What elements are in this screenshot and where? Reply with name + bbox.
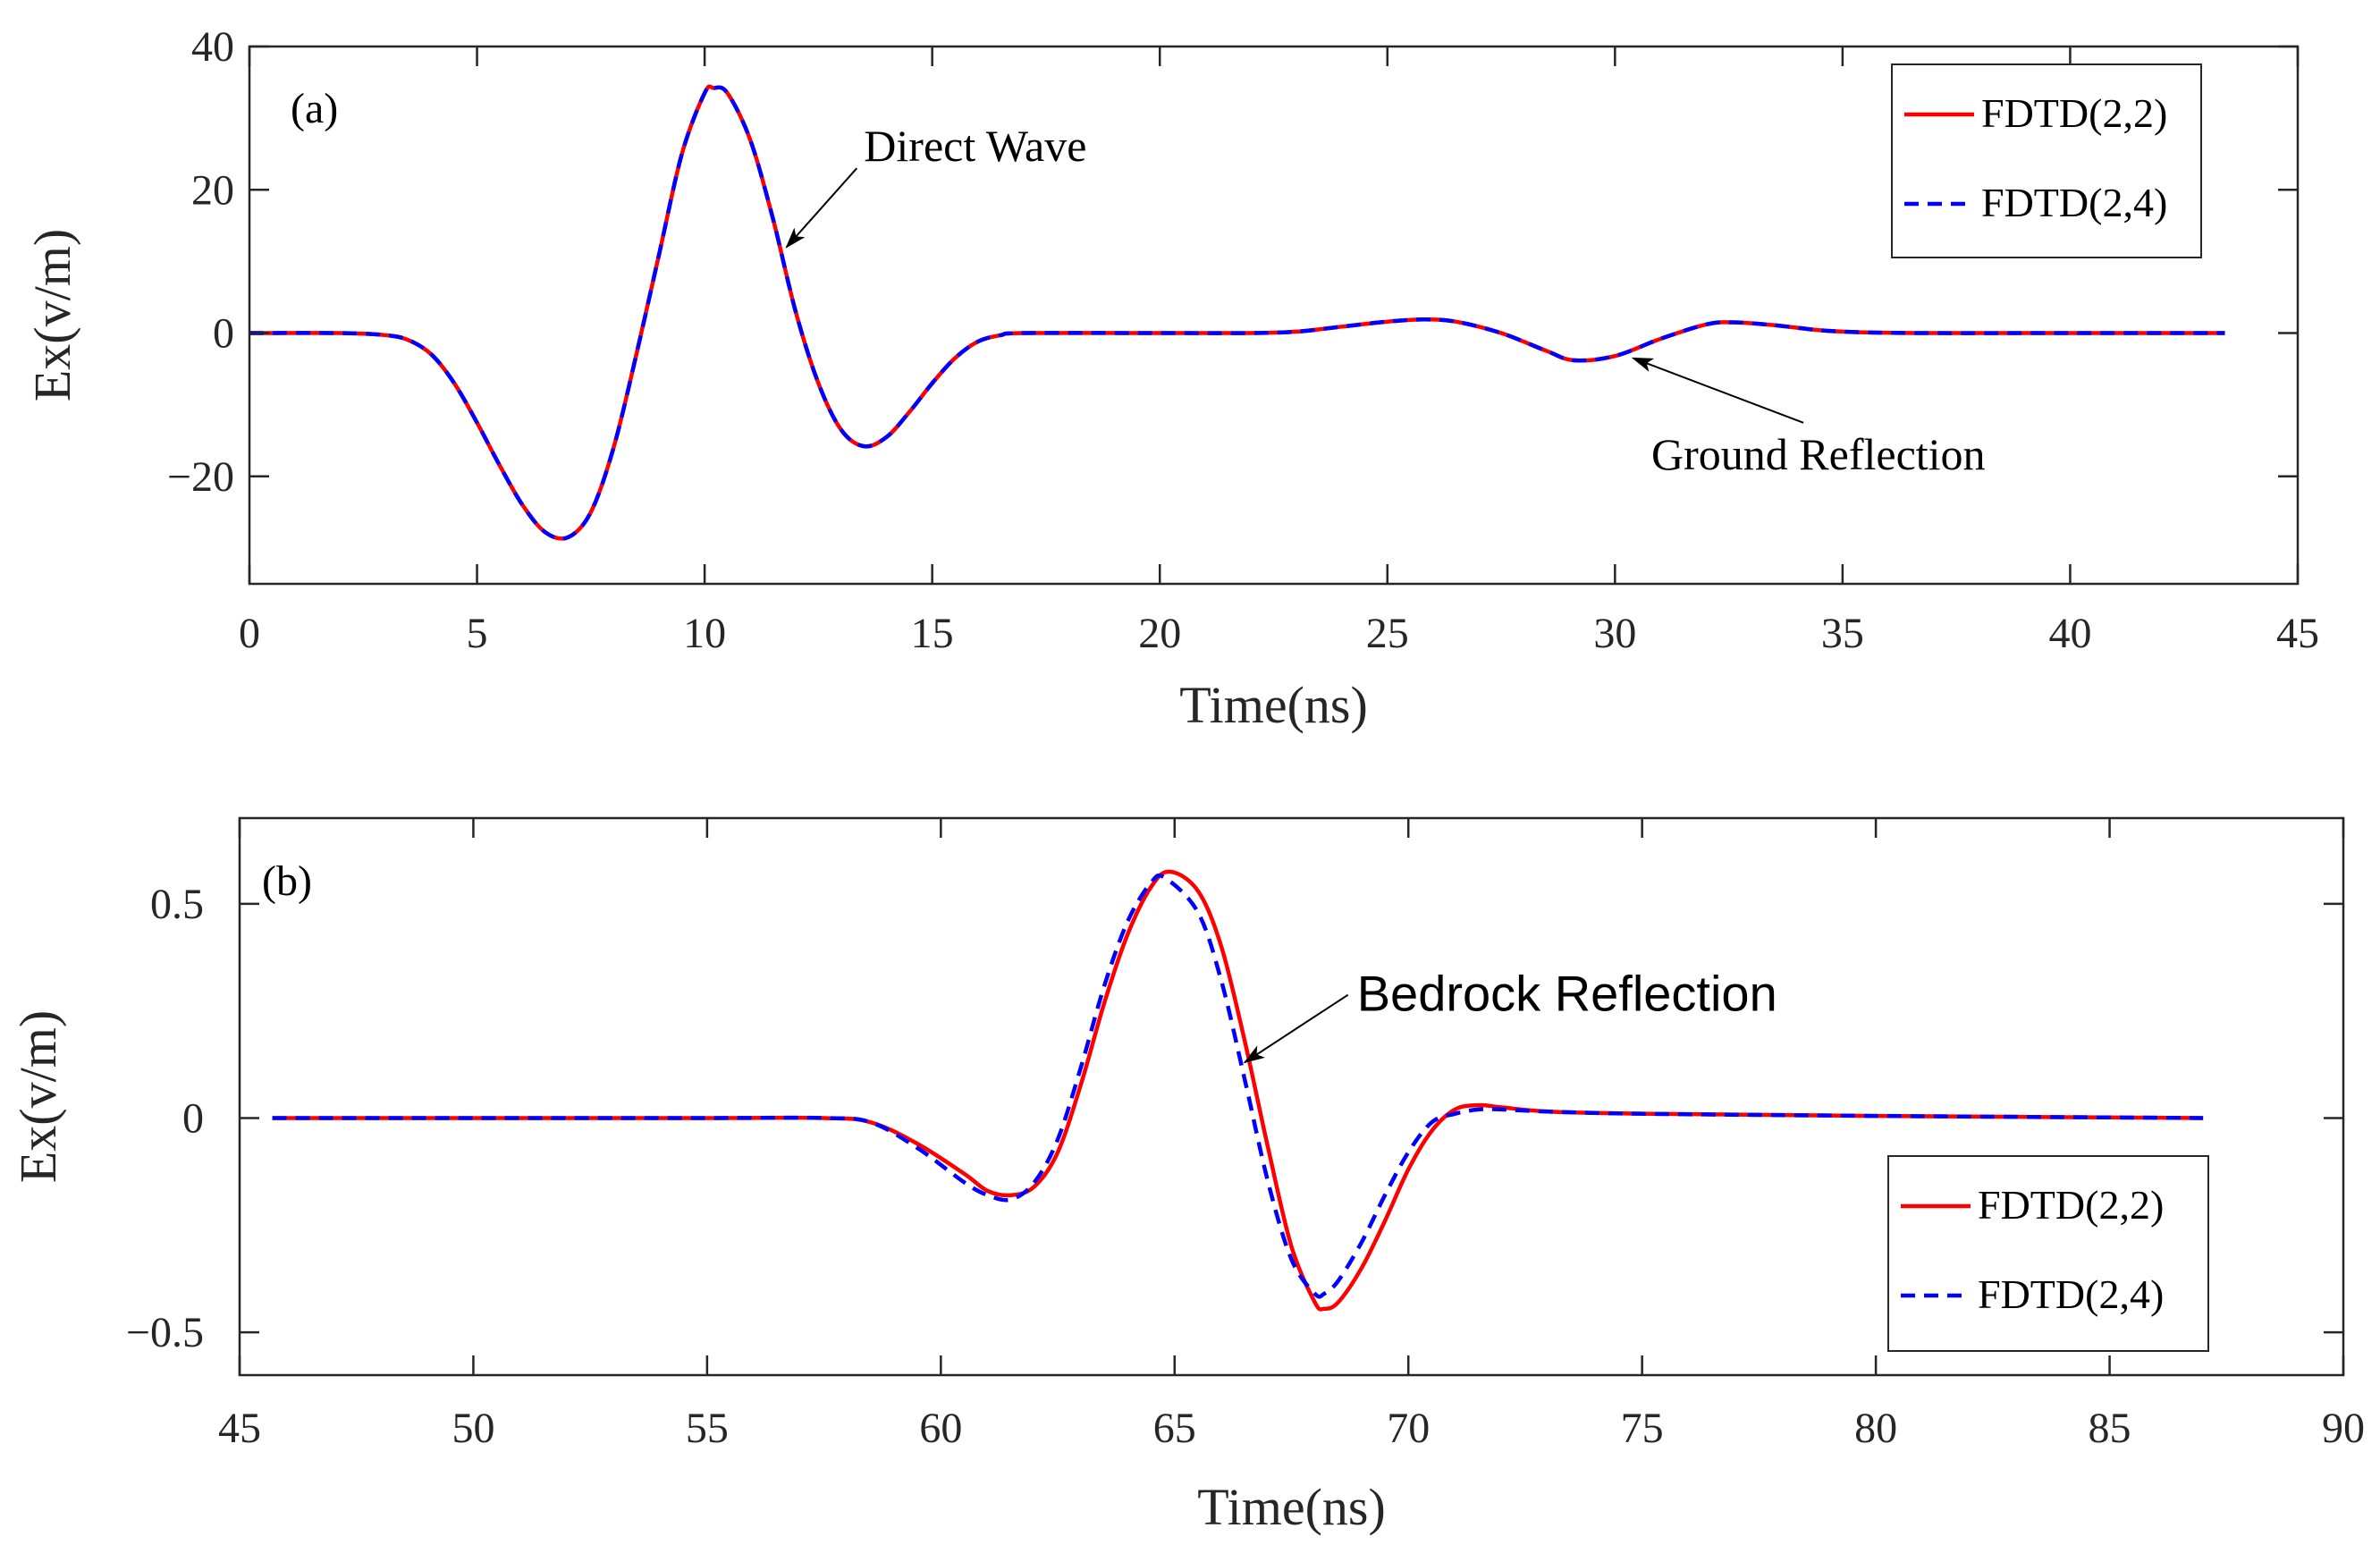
- x-tick-label: 15: [911, 610, 954, 657]
- x-tick-label: 20: [1138, 610, 1181, 657]
- chart-panel-a: 0 5 10 15 20 25 30 35 40 45 −20 0 20 40 Time(ns) Ex(v/m…: [23, 23, 2319, 734]
- y-axis-label: Ex(v/m): [9, 1010, 67, 1183]
- x-tick-label: 35: [1821, 610, 1864, 657]
- legend: FDTD(2,2) FDTD(2,4): [1891, 63, 2202, 258]
- x-tick-label: 75: [1621, 1405, 1664, 1452]
- legend-label: FDTD(2,2): [1978, 1182, 2164, 1228]
- x-tick-label: 30: [1593, 610, 1636, 657]
- x-axis-label: Time(ns): [1197, 1478, 1386, 1536]
- x-tick-label: 10: [683, 610, 726, 657]
- annotation-label: Ground Reflection: [1651, 429, 1986, 479]
- series-line-fdtd-2-2: [272, 869, 2204, 1312]
- x-tick-label: 65: [1153, 1405, 1196, 1452]
- legend-box: [1887, 1155, 2209, 1352]
- chart-panel-b: 45 50 55 60 65 70 75 80 85 90 −0.5 0 0.5 Time(ns) Ex(v…: [9, 816, 2365, 1536]
- annotation-arrow: [785, 167, 858, 249]
- y-tick-label: −0.5: [126, 1309, 204, 1356]
- annotation-arrow: [1243, 993, 1349, 1064]
- legend-box: [1891, 63, 2202, 258]
- series-line-fdtd-2-4: [249, 84, 2225, 541]
- legend-label: FDTD(2,4): [1981, 180, 2167, 225]
- x-tick-label: 90: [2322, 1405, 2365, 1452]
- x-tick-label: 70: [1387, 1405, 1430, 1452]
- x-tick-label: 25: [1366, 610, 1409, 657]
- x-tick-label: 55: [686, 1405, 729, 1452]
- x-tick-label: 80: [1854, 1405, 1897, 1452]
- x-tick-label: 85: [2089, 1405, 2131, 1452]
- x-axis-label: Time(ns): [1179, 676, 1368, 734]
- y-tick-label: 20: [191, 166, 234, 214]
- annotation-label: Bedrock Reflection: [1357, 966, 1777, 1022]
- panel-label: (a): [291, 85, 338, 132]
- x-tick-label: 45: [218, 1405, 261, 1452]
- x-tick-label: 40: [2048, 610, 2091, 657]
- x-tick-label: 0: [239, 610, 260, 657]
- axes-box: [238, 816, 2345, 1377]
- y-axis-label: Ex(v/m): [23, 229, 81, 401]
- y-tick-label: 0: [213, 310, 234, 358]
- panel-label: (b): [262, 857, 312, 905]
- annotation-arrow: [1631, 357, 1804, 424]
- x-tick-label: 5: [467, 610, 488, 657]
- x-tick-label: 45: [2276, 610, 2319, 657]
- legend-label: FDTD(2,2): [1981, 90, 2167, 136]
- x-tick-label: 60: [919, 1405, 962, 1452]
- x-tick-label: 50: [452, 1405, 494, 1452]
- y-tick-label: 0: [182, 1094, 204, 1142]
- legend: FDTD(2,2) FDTD(2,4): [1887, 1155, 2209, 1352]
- annotation-label: Direct Wave: [864, 121, 1086, 171]
- series-line-fdtd-2-4: [272, 873, 2204, 1299]
- axes-box: [248, 45, 2300, 586]
- y-tick-label: 40: [191, 23, 234, 71]
- y-tick-label: 0.5: [150, 881, 204, 928]
- legend-label: FDTD(2,4): [1978, 1271, 2164, 1317]
- y-tick-label: −20: [167, 453, 234, 501]
